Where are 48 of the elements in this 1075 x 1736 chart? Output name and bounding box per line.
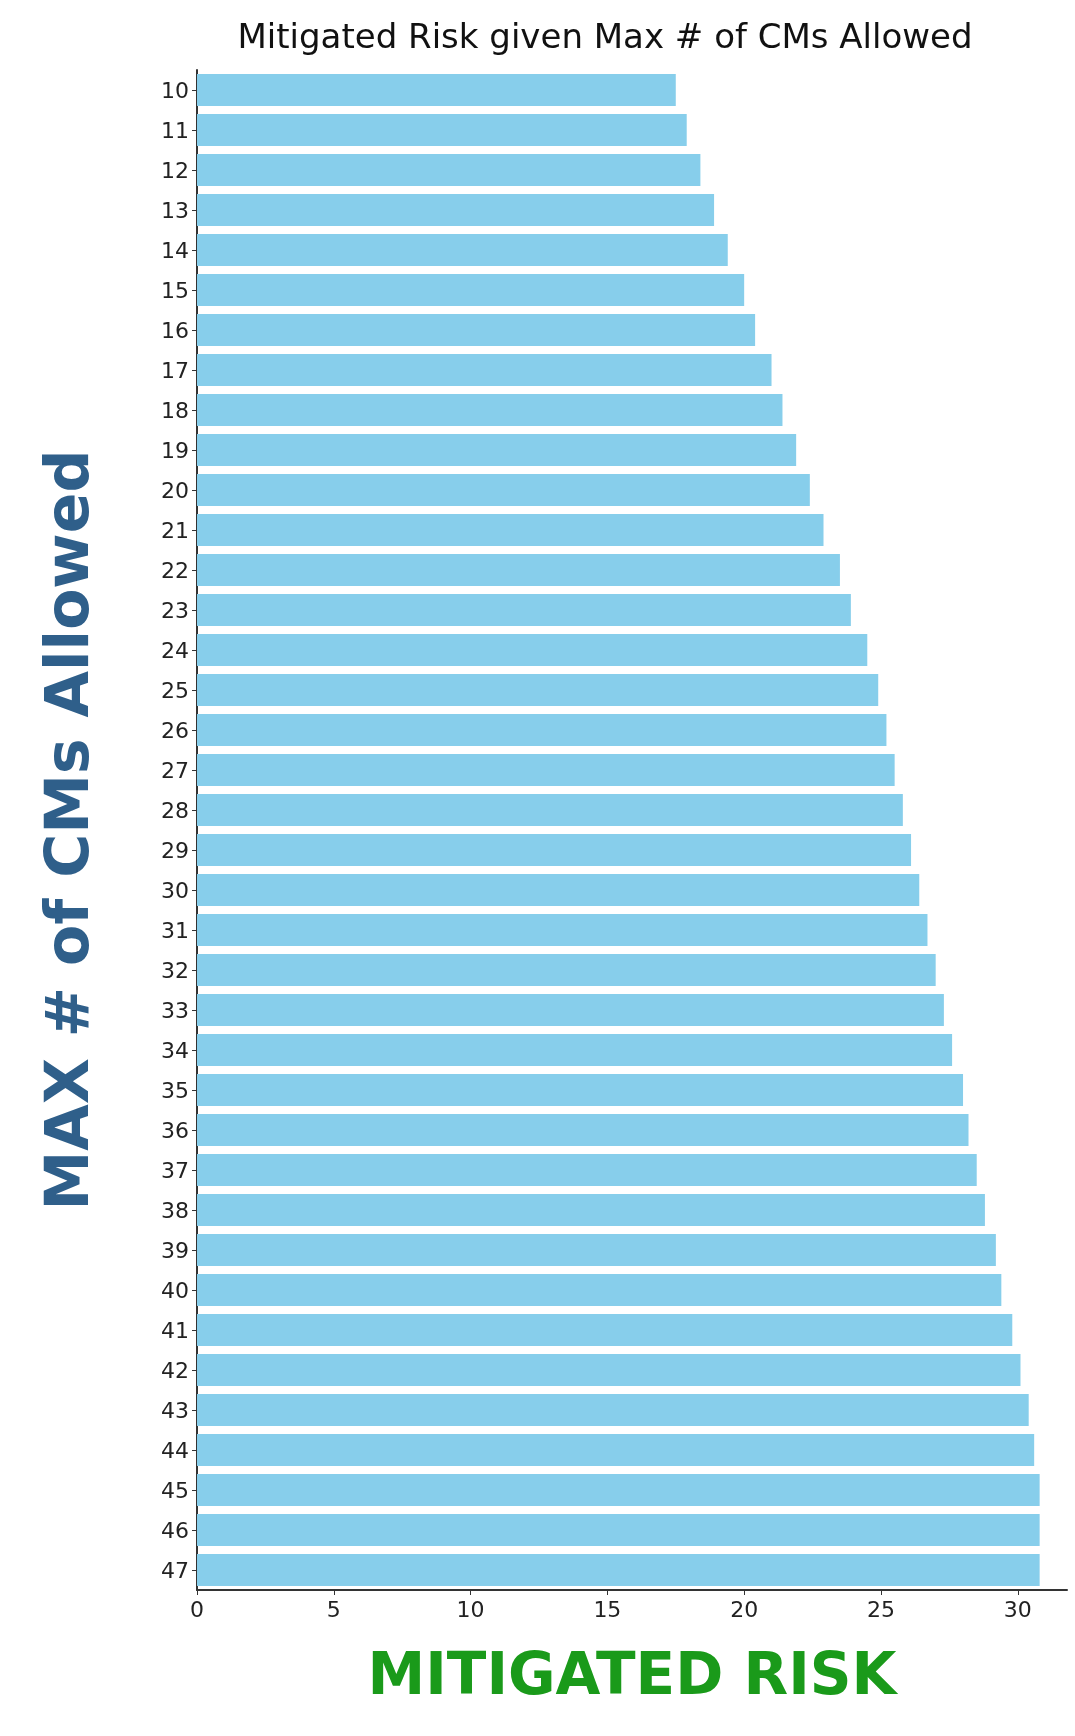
y-tick-label: 20 [161,477,189,503]
y-tick-label: 42 [161,1357,189,1383]
y-tick-label: 23 [161,597,189,623]
y-tick-label: 38 [161,1197,189,1223]
y-tick-label: 29 [161,837,189,863]
y-tick-label: 24 [161,637,189,663]
x-axis-title: MITIGATED RISK [367,1640,899,1708]
y-tick-label: 35 [161,1077,189,1103]
x-tick-label: 20 [730,1596,759,1622]
x-tick-label: 30 [1003,1596,1032,1622]
y-tick-label: 32 [161,957,189,983]
y-tick-label: 21 [161,517,189,543]
y-tick-label: 43 [161,1397,189,1423]
y-tick-label: 40 [161,1277,189,1303]
y-tick-label: 15 [161,277,189,303]
x-tick-label: 5 [326,1596,341,1622]
y-tick-label: 26 [161,717,189,743]
y-tick-label: 36 [161,1117,189,1143]
y-tick-label: 39 [161,1237,189,1263]
y-tick-label: 45 [161,1477,189,1503]
y-tick-label: 34 [161,1037,189,1063]
y-tick-label: 17 [161,357,189,383]
y-tick-label: 33 [161,997,189,1023]
y-tick-label: 27 [161,757,189,783]
y-tick-label: 16 [161,317,189,343]
y-tick-label: 46 [161,1517,189,1543]
y-tick-label: 14 [161,237,189,263]
y-axis-title: MAX # of CMs Allowed [32,449,102,1211]
y-tick-label: 18 [161,397,189,423]
y-tick-label: 28 [161,797,189,823]
x-tick-label: 0 [190,1596,204,1622]
y-tick-label: 25 [161,677,189,703]
x-tick-label: 15 [593,1596,622,1622]
y-tick-label: 19 [161,437,189,463]
y-tick-label: 13 [161,197,189,223]
y-tick-label: 12 [161,157,189,183]
y-tick-label: 47 [161,1557,189,1583]
y-tick-label: 31 [161,917,189,943]
y-tick-label: 22 [161,557,189,583]
y-tick-label: 10 [161,77,189,103]
y-tick-label: 37 [161,1157,189,1183]
x-tick-label: 10 [456,1596,485,1622]
x-tick-label: 25 [866,1596,895,1622]
y-tick-label: 44 [161,1437,189,1463]
y-tick-label: 30 [161,877,189,903]
y-tick-label: 11 [161,117,189,143]
chart-title: Mitigated Risk given Max # of CMs Allowed [237,16,973,56]
y-tick-label: 41 [161,1317,189,1343]
